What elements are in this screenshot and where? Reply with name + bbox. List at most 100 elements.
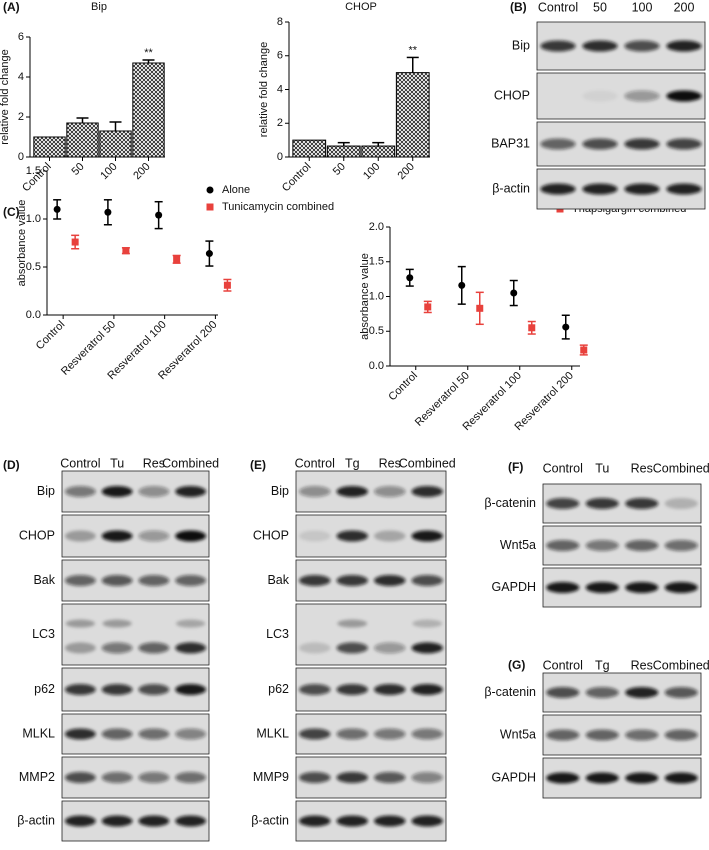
panel-label: (E) xyxy=(250,458,266,472)
row-label: β-actin xyxy=(492,181,530,195)
chart-title: CHOP xyxy=(345,1,377,13)
lane-label: Control xyxy=(538,0,578,14)
marker xyxy=(476,304,484,312)
band xyxy=(374,642,406,654)
band xyxy=(374,575,406,586)
band xyxy=(546,772,580,784)
bar xyxy=(292,139,327,158)
y-tick-label: 1.0 xyxy=(369,290,384,302)
band xyxy=(64,815,96,827)
band xyxy=(624,183,660,195)
marker xyxy=(580,346,588,354)
band xyxy=(138,772,170,783)
panel-label: (C) xyxy=(3,205,20,219)
band xyxy=(666,90,702,102)
band xyxy=(64,642,96,654)
band xyxy=(582,90,618,102)
band xyxy=(336,772,368,783)
band xyxy=(336,815,368,827)
band xyxy=(585,582,619,593)
row-label: Bak xyxy=(267,573,289,587)
band xyxy=(546,729,580,741)
band xyxy=(585,729,619,741)
band xyxy=(374,684,406,695)
band xyxy=(64,575,96,586)
band xyxy=(374,772,406,783)
band xyxy=(374,728,406,740)
band xyxy=(101,728,133,740)
band xyxy=(585,540,619,551)
lane-label: 100 xyxy=(632,0,653,14)
row-label: Wnt5a xyxy=(500,727,536,741)
lane-label: Res xyxy=(631,461,653,475)
row-label: LC3 xyxy=(32,627,55,641)
band xyxy=(374,815,406,827)
band xyxy=(666,138,702,150)
row-label: GAPDH xyxy=(492,770,536,784)
band xyxy=(175,619,206,628)
lane-label: Control xyxy=(60,456,100,470)
band xyxy=(175,642,207,654)
row-label: MMP9 xyxy=(253,770,289,784)
x-tick-label: Control xyxy=(280,161,314,195)
band xyxy=(138,684,170,695)
band xyxy=(374,486,406,497)
band xyxy=(664,687,698,698)
x-tick-label: 50 xyxy=(70,161,87,178)
row-label: LC3 xyxy=(266,627,289,641)
blot-strip xyxy=(61,603,210,666)
band xyxy=(299,642,331,654)
y-tick-label: 0.5 xyxy=(369,325,384,337)
band xyxy=(299,815,331,827)
blot-strip xyxy=(295,603,447,666)
band xyxy=(411,575,443,586)
band xyxy=(336,575,368,586)
band xyxy=(582,40,618,52)
band xyxy=(585,498,619,509)
row-label: GAPDH xyxy=(492,580,536,594)
bar xyxy=(395,72,430,158)
row-label: β-catenin xyxy=(484,685,536,699)
bar xyxy=(132,62,165,158)
x-tick-label: Resveratrol 50 xyxy=(413,370,472,429)
y-tick-label: 4 xyxy=(277,83,283,95)
marker xyxy=(71,238,79,246)
band xyxy=(101,486,133,497)
lane-label: Tg xyxy=(595,658,610,672)
band xyxy=(625,687,659,698)
band xyxy=(664,772,698,784)
panel-label: (G) xyxy=(508,658,525,672)
row-label: Bip xyxy=(512,38,530,52)
panel-label: (D) xyxy=(3,458,20,472)
band xyxy=(546,540,580,551)
lane-label: Control xyxy=(295,456,335,470)
band xyxy=(138,642,170,654)
y-tick-label: 1.0 xyxy=(26,213,41,225)
band xyxy=(299,772,331,783)
band xyxy=(175,728,207,740)
band xyxy=(625,582,659,593)
band xyxy=(664,729,698,741)
legend-label: Tunicamycin combined xyxy=(222,201,334,213)
marker xyxy=(528,324,536,332)
marker xyxy=(173,255,181,263)
band xyxy=(138,486,170,497)
panel-label: (F) xyxy=(508,460,523,474)
band xyxy=(101,684,133,695)
band xyxy=(374,530,406,542)
row-label: β-actin xyxy=(17,813,55,827)
band xyxy=(299,575,331,586)
marker xyxy=(104,208,112,216)
marker xyxy=(424,303,432,311)
band xyxy=(624,40,660,52)
band xyxy=(138,815,170,827)
band xyxy=(101,575,133,586)
significance: ** xyxy=(144,47,153,59)
marker xyxy=(205,250,213,258)
bar xyxy=(66,122,99,158)
band xyxy=(336,530,368,542)
y-tick-label: 0.0 xyxy=(26,309,41,321)
band xyxy=(175,815,207,827)
x-tick-label: 200 xyxy=(395,161,416,182)
